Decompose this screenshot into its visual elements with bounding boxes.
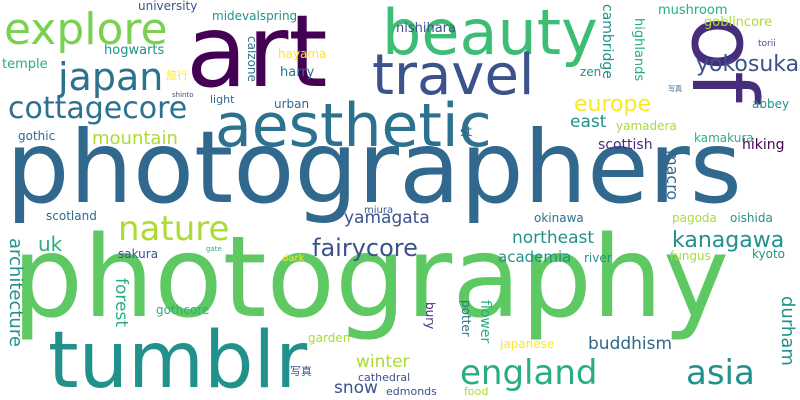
word: academia [498,248,572,266]
word: miura [364,205,394,216]
word: scotland [46,209,97,223]
word: urban [274,97,310,111]
word: st [460,125,472,140]
word: potter [459,300,473,337]
word: japan [58,55,164,99]
word: calzone [245,36,259,82]
word: gate [206,245,222,253]
word: pagoda [672,211,717,225]
word: gothic [18,129,56,143]
word: art [186,0,328,110]
word: zen [580,65,602,79]
word: architecture [5,238,26,347]
word: forest [111,278,131,327]
word: yamagata [344,208,430,228]
word: buddhism [588,334,673,354]
word: river [584,251,612,265]
word: explore [4,4,168,55]
word: abbey [752,97,790,111]
word: dark [282,253,305,264]
word: temple [2,57,48,72]
word: yamadera [616,119,677,133]
word: hogwarts [104,43,165,58]
word: shinto [172,91,194,99]
word: 写真 [668,85,682,93]
word: macro [663,150,682,201]
word: winter [356,352,410,372]
word: asia [686,353,755,393]
word: torii [758,39,776,49]
word: east [570,112,607,132]
word: kyoto [752,247,786,261]
word: photography [12,213,730,343]
word: harry [280,65,315,80]
word: edmonds [386,385,437,398]
word: uk [38,232,63,256]
word: nature [118,209,230,249]
word: japanese [500,337,555,351]
word: sakura [118,247,159,261]
word: gothcore [156,303,210,317]
word: snow [334,378,378,398]
word: aesthetic [215,91,492,161]
word: cathedral [358,371,411,384]
word: 写真 [290,365,312,378]
word: goblincore [704,15,773,30]
word: of [671,16,776,103]
word: kamakura [694,131,754,145]
word: photographers [6,109,742,226]
word: light [210,93,235,106]
word: hayama [278,47,327,61]
word: university [138,0,198,13]
word: fungus [670,249,711,263]
word: nishihara [396,21,456,36]
word: travel [372,43,535,108]
word: midevalspring [212,9,298,23]
word: tumblr [48,316,308,400]
word: food [464,385,489,398]
word: cambridge [599,4,615,79]
word: okinawa [534,211,584,225]
word: flower [477,300,493,344]
word: yokosuka [696,52,800,77]
word: hiking [742,137,785,153]
word: highlands [631,18,646,82]
word: bury [423,302,437,330]
word: fairycore [312,234,418,262]
word: durham [777,296,798,366]
word: england [460,353,598,393]
word: northeast [512,228,595,248]
word: kanagawa [672,228,785,253]
word: mushroom [658,3,728,18]
word: mountain [92,128,178,149]
word: beauty [382,0,598,69]
word: 旅行 [166,69,188,82]
word: scottish [598,137,653,153]
word: garden [308,331,351,345]
word: oishida [730,211,773,225]
word: europe [574,92,651,117]
word: cottagecore [8,91,188,126]
